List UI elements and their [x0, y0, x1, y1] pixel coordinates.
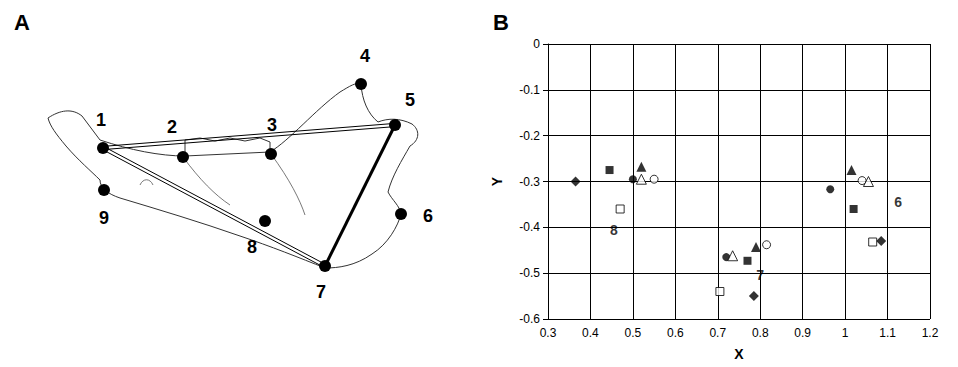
- svg-text:6: 6: [894, 194, 902, 210]
- svg-text:0.3: 0.3: [540, 326, 557, 340]
- svg-text:1.1: 1.1: [879, 326, 896, 340]
- svg-text:0: 0: [533, 37, 540, 51]
- svg-text:Y: Y: [489, 176, 505, 186]
- svg-text:1: 1: [96, 110, 106, 130]
- svg-text:0.8: 0.8: [752, 326, 769, 340]
- svg-text:7: 7: [756, 267, 764, 283]
- svg-text:9: 9: [99, 208, 109, 228]
- svg-text:7: 7: [316, 282, 326, 302]
- svg-text:-0.6: -0.6: [519, 312, 540, 326]
- svg-text:-0.2: -0.2: [519, 129, 540, 143]
- svg-text:8: 8: [610, 222, 618, 238]
- svg-text:8: 8: [247, 237, 257, 257]
- svg-text:A: A: [14, 10, 30, 35]
- svg-text:-0.5: -0.5: [519, 266, 540, 280]
- svg-text:B: B: [493, 10, 509, 35]
- svg-text:1.2: 1.2: [922, 326, 939, 340]
- svg-text:1: 1: [842, 326, 849, 340]
- svg-text:-0.1: -0.1: [519, 83, 540, 97]
- svg-text:5: 5: [405, 90, 415, 110]
- svg-text:-0.3: -0.3: [519, 175, 540, 189]
- svg-text:0.5: 0.5: [625, 326, 642, 340]
- svg-text:0.6: 0.6: [667, 326, 684, 340]
- svg-text:0.7: 0.7: [709, 326, 726, 340]
- svg-text:0.4: 0.4: [582, 326, 599, 340]
- svg-text:2: 2: [167, 117, 177, 137]
- svg-text:-0.4: -0.4: [519, 220, 540, 234]
- svg-text:4: 4: [360, 46, 370, 66]
- svg-text:3: 3: [267, 115, 277, 135]
- svg-text:0.9: 0.9: [794, 326, 811, 340]
- svg-text:X: X: [734, 346, 744, 362]
- svg-text:6: 6: [423, 206, 433, 226]
